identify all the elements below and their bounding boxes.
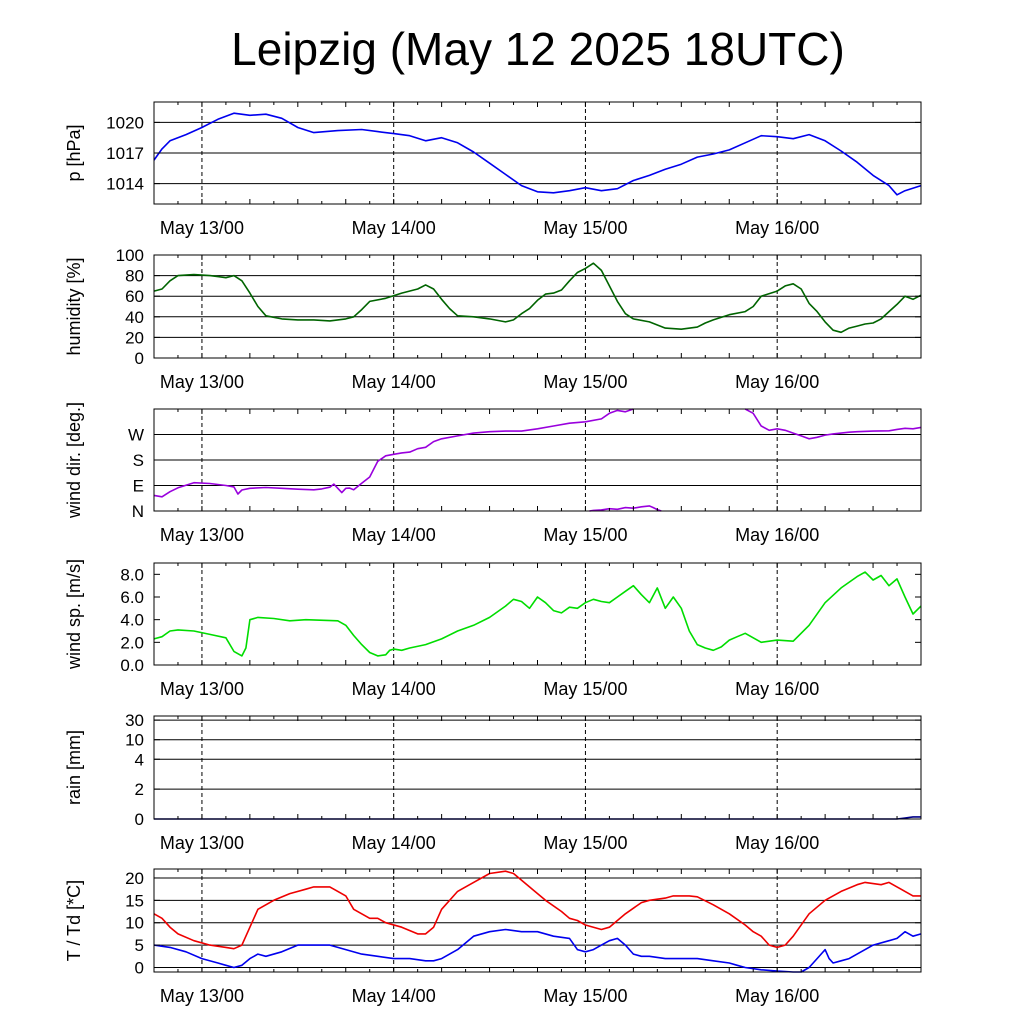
date-label: May 15/00 [543,525,627,545]
y-tick-label: 4 [135,750,144,769]
y-tick-label: 0.0 [120,656,144,675]
date-label: May 16/00 [735,372,819,392]
wind_speed-series-0-line [153,571,922,657]
date-label: May 13/00 [160,833,244,853]
y-tick-label: W [128,426,144,445]
wind_dir-ylabel: wind dir. [deg.] [64,402,84,519]
date-label: May 16/00 [735,218,819,238]
y-tick-label: N [132,502,144,521]
temp-series-0-line [153,870,921,950]
y-tick-label: 20 [125,869,144,888]
date-label: May 13/00 [160,372,244,392]
y-tick-label: 8.0 [120,565,144,584]
panel-wind_speed: 0.0 2.0 4.0 6.0 8.0 wind sp. [m/s] May 13/00 Ma… [64,559,922,699]
date-label: May 13/00 [160,679,244,699]
humidity-ylabel: humidity [%] [64,257,84,355]
y-tick-label: 0 [135,349,144,368]
y-tick-label: 1020 [106,113,144,132]
y-tick-label: 0 [135,810,144,829]
panel-pressure: 1014 1017 1020 p [hPa] May 13/00 May 14/00 May… [64,101,922,238]
humidity-series-0-line [153,262,922,334]
wind_speed-ylabel: wind sp. [m/s] [64,559,84,670]
pressure-series-0-line [153,112,922,196]
date-label: May 15/00 [543,679,627,699]
y-tick-label: 40 [125,308,144,327]
y-tick-label: 15 [125,891,144,910]
date-label: May 14/00 [352,833,436,853]
y-tick-label: 10 [125,914,144,933]
panel-frame [153,715,922,820]
y-tick-label: 80 [125,267,144,286]
panel-frame [153,254,922,359]
pressure-ylabel: p [hPa] [64,124,84,181]
date-label: May 14/00 [352,372,436,392]
y-tick-label: 100 [116,246,144,265]
wind_dir-tail-line [744,408,922,440]
panel-frame [153,868,922,973]
temp-series-1-line [153,928,922,973]
date-label: May 14/00 [352,218,436,238]
date-label: May 13/00 [160,986,244,1006]
date-label: May 16/00 [735,833,819,853]
y-tick-label: E [133,477,144,496]
date-label: May 14/00 [352,525,436,545]
date-label: May 15/00 [543,833,627,853]
date-label: May 15/00 [543,372,627,392]
y-tick-label: 60 [125,287,144,306]
y-tick-label: 5 [135,936,144,955]
y-tick-label: 6.0 [120,588,144,607]
date-label: May 16/00 [735,679,819,699]
temp-ylabel: T / Td [*C] [64,880,84,961]
y-tick-label: 1017 [106,144,144,163]
panel-temp: 0 5 10 15 20 T / Td [*C] May 13/00 May 14/00 May… [64,868,922,1006]
chart-title: Leipzig (May 12 2025 18UTC) [231,23,845,75]
panel-frame [153,562,922,666]
date-label: May 13/00 [160,525,244,545]
rain-ylabel: rain [mm] [64,730,84,805]
y-tick-label: 4.0 [120,611,144,630]
y-tick-label: 2 [135,780,144,799]
date-label: May 15/00 [543,218,627,238]
date-label: May 13/00 [160,218,244,238]
date-label: May 16/00 [735,525,819,545]
wind_dir-series-0-line [153,408,634,498]
wind_dir-wrap-line [589,505,662,512]
y-tick-label: 10 [125,731,144,750]
y-tick-label: S [133,451,144,470]
y-tick-label: 2.0 [120,633,144,652]
y-tick-label: 0 [135,959,144,978]
y-tick-label: 30 [125,711,144,730]
date-label: May 14/00 [352,679,436,699]
date-label: May 15/00 [543,986,627,1006]
y-tick-label: 1014 [106,175,144,194]
y-tick-label: 20 [125,328,144,347]
date-label: May 16/00 [735,986,819,1006]
date-label: May 14/00 [352,986,436,1006]
